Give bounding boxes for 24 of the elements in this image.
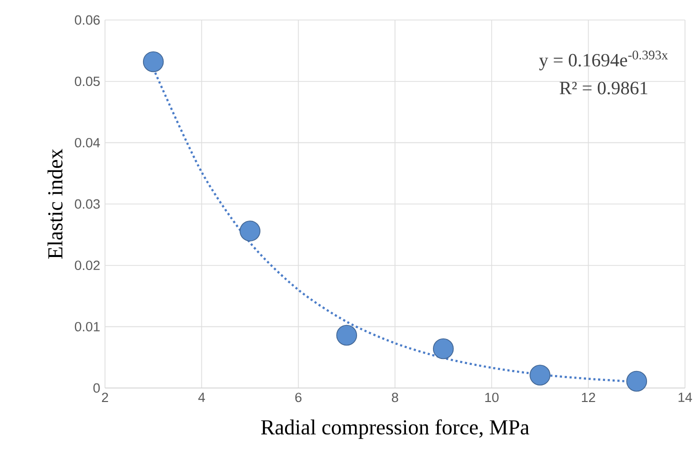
x-tick-label: 4 (198, 392, 205, 402)
y-tick-label: 0.06 (74, 15, 100, 25)
x-tick-label: 6 (295, 392, 302, 402)
y-tick-label: 0.05 (74, 76, 100, 86)
point (142, 51, 164, 72)
x-tick-label: 14 (678, 392, 692, 402)
y-tick-label: 0.02 (74, 260, 100, 270)
y-axis-title: Elastic index (48, 148, 63, 259)
point (530, 364, 550, 386)
x-tick-label: 8 (392, 392, 398, 402)
y-tick-label: 0 (93, 383, 100, 393)
y-tick-label: 0.03 (74, 199, 100, 209)
point (626, 370, 648, 392)
y-tick-label: 0.01 (74, 322, 100, 332)
x-tick-label: 12 (582, 392, 596, 402)
x-tick-label: 10 (485, 392, 499, 402)
point (240, 220, 260, 242)
annotation: y = 0.1694e$^{-0.393x}$ (539, 50, 668, 70)
point (336, 324, 358, 346)
x-axis-title: Radial compression force, MPa (261, 419, 530, 439)
annotation: R² = 0.9861 (560, 82, 648, 94)
x-tick-label: 2 (102, 392, 108, 402)
y-tick-label: 0.04 (74, 138, 100, 148)
point (432, 338, 454, 360)
